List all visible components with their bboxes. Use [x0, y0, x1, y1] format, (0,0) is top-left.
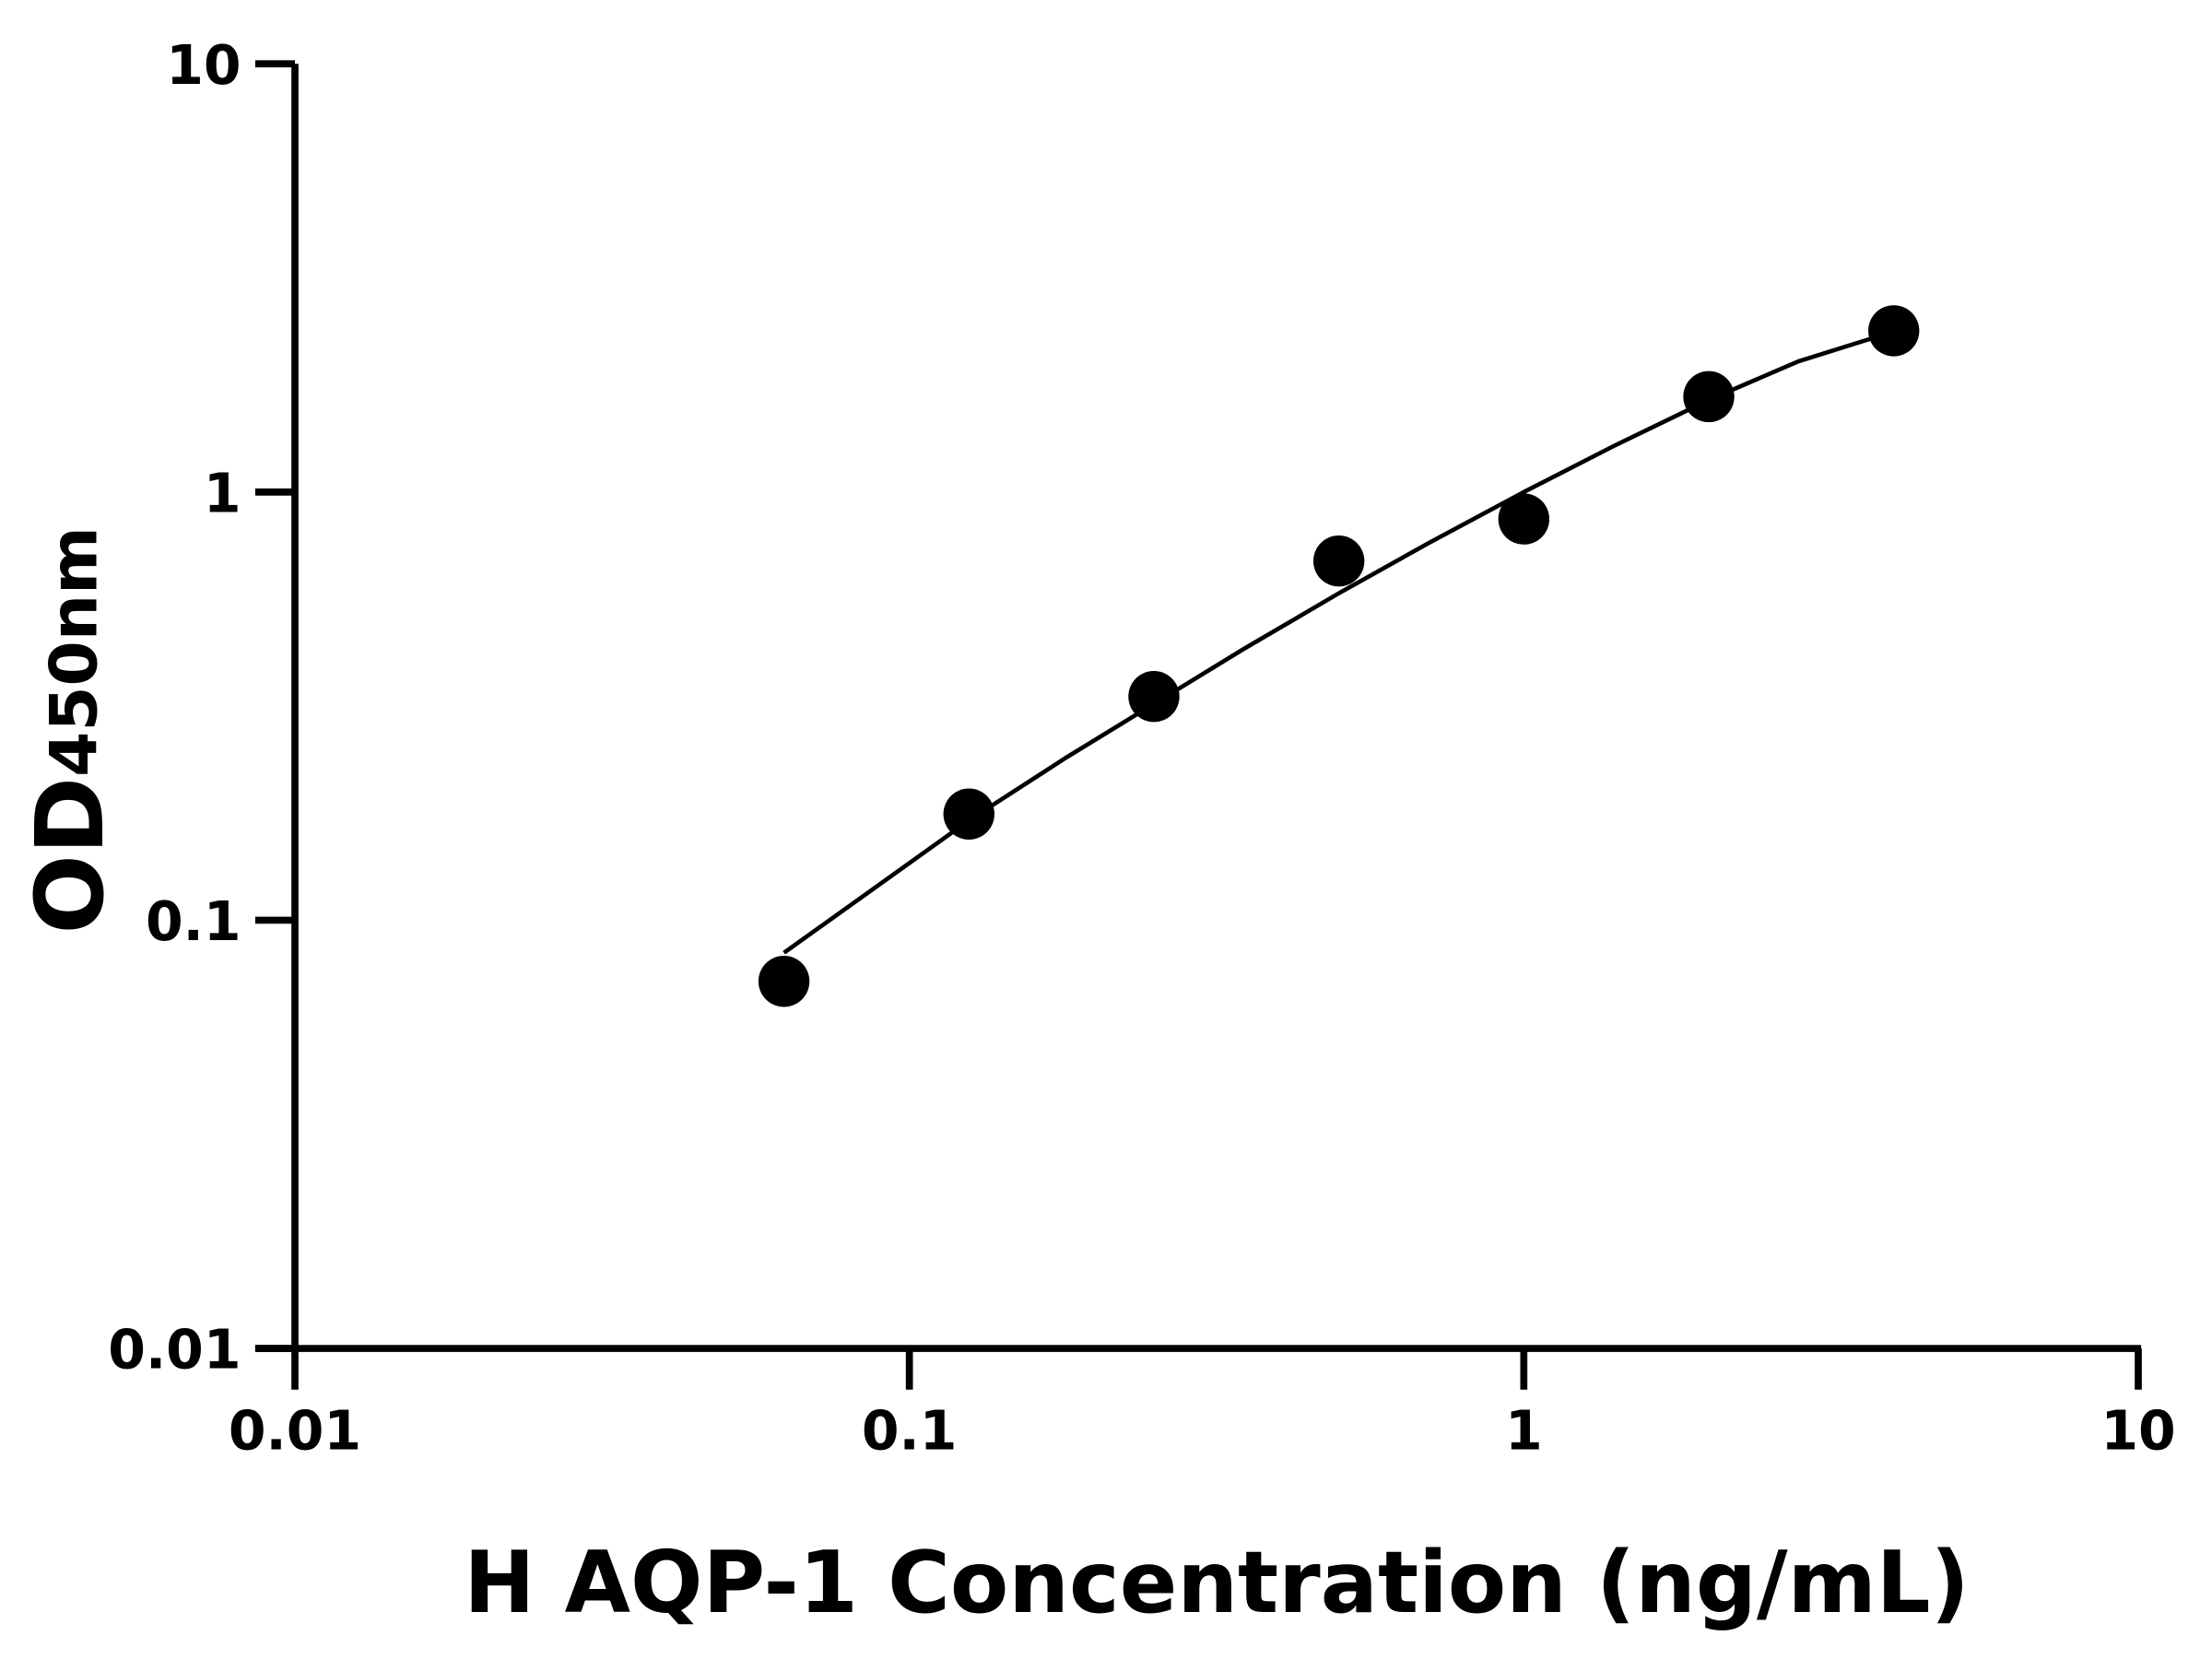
data-point [1498, 493, 1550, 545]
data-point [758, 956, 810, 1007]
x-tick-label: 1 [1505, 1399, 1543, 1462]
data-point [1312, 535, 1365, 587]
y-axis-label-main: OD [16, 777, 124, 935]
data-point [943, 788, 994, 840]
x-tick-label: 0.1 [862, 1399, 958, 1462]
y-ticks: 0.01 0.1 1 10 [108, 34, 295, 1382]
x-tick-label: 10 [2100, 1399, 2175, 1462]
y-tick-label: 10 [166, 34, 241, 97]
data-point [1128, 671, 1180, 723]
x-tick-label: 0.01 [229, 1399, 361, 1462]
y-tick-label: 1 [204, 462, 241, 524]
y-tick-label: 0.01 [108, 1319, 241, 1382]
x-axis-label: H AQP-1 Concentration (ng/mL) [464, 1533, 1970, 1632]
y-axis-label: OD450nm [16, 526, 124, 934]
data-point [1683, 371, 1735, 423]
data-point [1868, 305, 1920, 357]
fit-curve [782, 329, 1895, 955]
y-tick-label: 0.1 [146, 890, 241, 953]
y-axis-label-subscript: 450nm [36, 526, 112, 777]
x-ticks: 0.01 0.1 1 10 [229, 1348, 2176, 1462]
axes [254, 64, 2142, 1352]
data-points [758, 305, 1920, 1007]
